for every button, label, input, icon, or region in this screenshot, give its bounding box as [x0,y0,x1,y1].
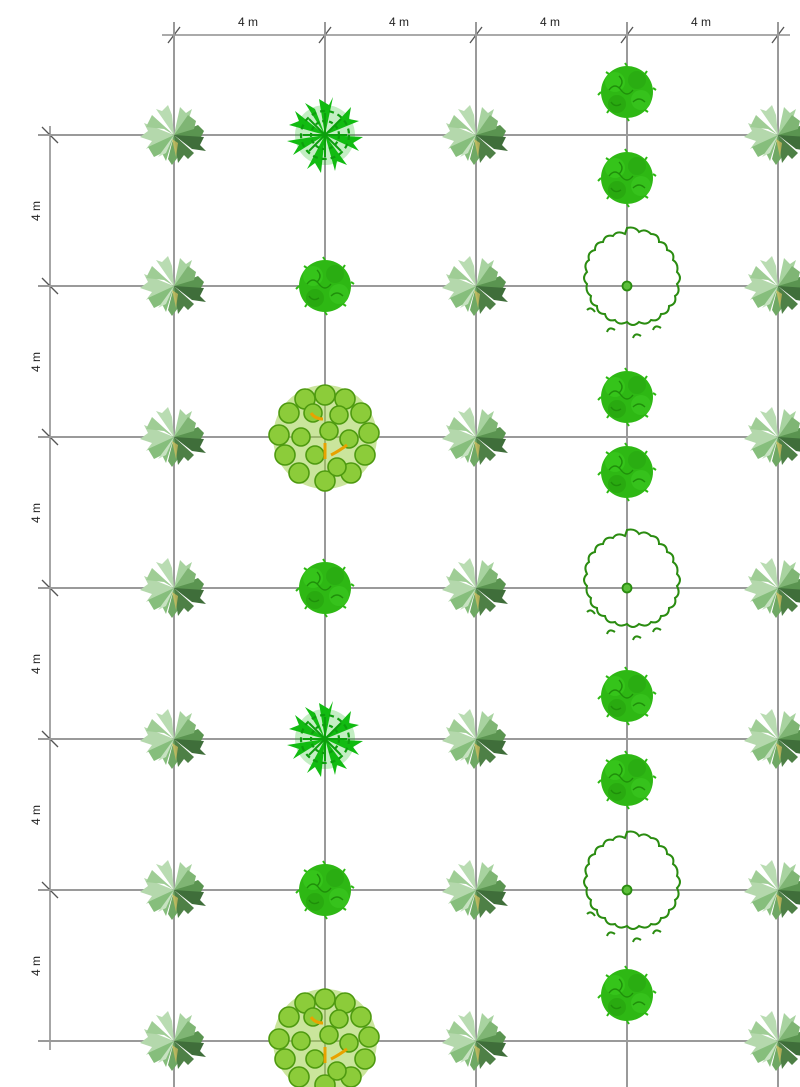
dim-label-left-1: 4 m [29,201,43,221]
dim-label-top-3: 4 m [540,15,560,29]
star-tree-icon [285,95,365,175]
dim-label-top-1: 4 m [238,15,258,29]
dim-label-left-3: 4 m [29,503,43,523]
outline-tree-icon [583,830,681,943]
shrub-icon [597,965,657,1025]
shrub-icon [597,442,657,502]
shrub-icon [295,860,355,920]
palm-icon [744,105,800,165]
palm-icon [744,860,800,920]
star-tree-icon [285,699,365,779]
canopy-tree-icon [267,987,381,1087]
palm-icon [744,558,800,618]
dim-label-left-6: 4 m [29,956,43,976]
palm-icon [744,1011,800,1071]
shrub-icon [597,750,657,810]
dim-label-left-2: 4 m [29,352,43,372]
shrub-icon [597,148,657,208]
dim-label-left-4: 4 m [29,654,43,674]
dim-label-top-2: 4 m [389,15,409,29]
shrub-icon [597,62,657,122]
dim-label-left-5: 4 m [29,805,43,825]
palm-icon [744,709,800,769]
left-dimension-labels: 4 m 4 m 4 m 4 m 4 m 4 m [29,201,43,976]
plant-symbols [140,62,800,1087]
outline-tree-icon [583,226,681,339]
shrub-icon [295,558,355,618]
shrub-icon [597,367,657,427]
planting-grid [38,22,800,1087]
dim-label-top-4: 4 m [691,15,711,29]
canopy-tree-icon [267,383,381,493]
outline-tree-icon [583,528,681,641]
top-dimension-labels: 4 m 4 m 4 m 4 m [238,15,711,29]
shrub-icon [295,256,355,316]
shrub-icon [597,666,657,726]
palm-icon [744,407,800,467]
palm-icon [744,256,800,316]
